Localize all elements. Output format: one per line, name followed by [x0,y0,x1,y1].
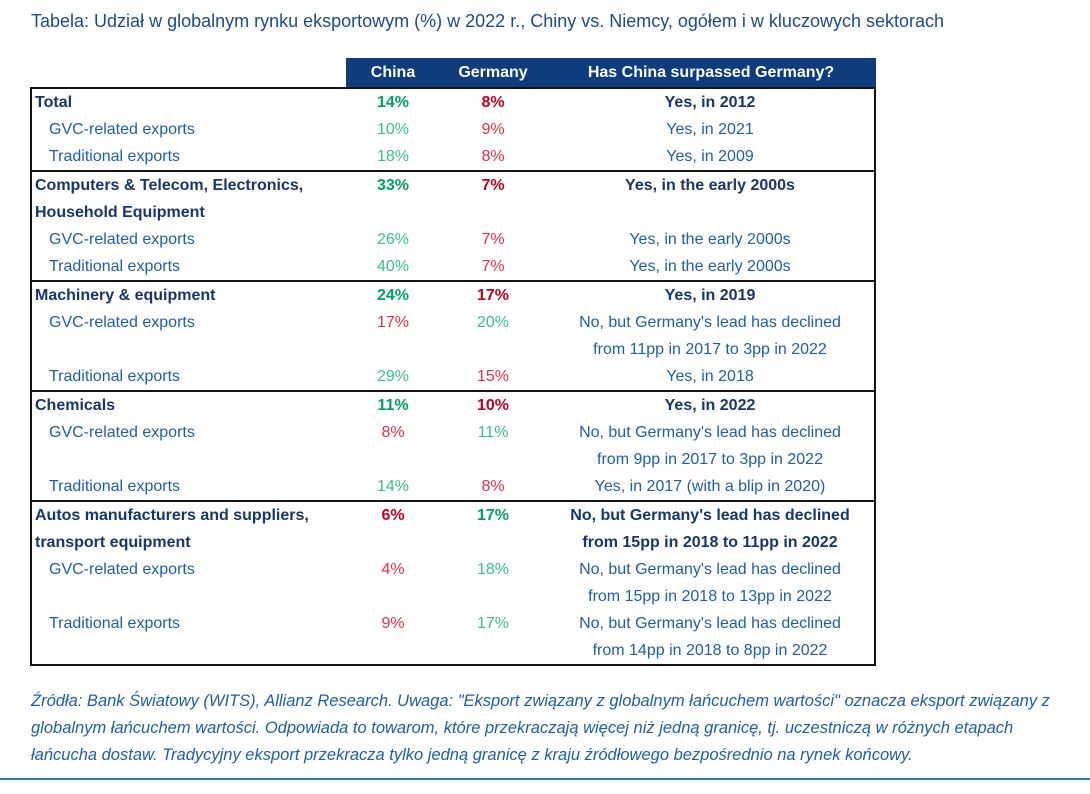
table-row: GVC-related exports 26% 7% Yes, in the e… [32,226,874,253]
table-row: GVC-related exports 8% 11% No, but Germa… [32,419,874,473]
germany-value: 17% [476,287,510,304]
germany-value: 18% [476,561,510,578]
china-value: 6% [381,507,405,524]
china-value: 29% [376,368,410,385]
row-comment: No, but Germany's lead has declined from… [579,561,841,605]
table-row: Traditional exports 40% 7% Yes, in the e… [32,253,874,280]
china-value: 10% [376,121,410,138]
table-row: GVC-related exports 4% 18% No, but Germa… [32,556,874,610]
header-cell-question: Has China surpassed Germany? [546,58,876,87]
germany-value: 7% [481,258,505,275]
germany-value: 17% [476,615,510,632]
table-row: Traditional exports 18% 8% Yes, in 2009 [32,143,874,170]
table-row: Traditional exports 9% 17% No, but Germa… [32,610,874,664]
germany-value: 17% [476,507,510,524]
table-row: GVC-related exports 10% 9% Yes, in 2021 [32,116,874,143]
bottom-rule [0,778,1090,780]
row-comment: Yes, in 2021 [666,121,754,138]
page-title: Tabela: Udział w globalnym rynku eksport… [31,11,944,31]
china-value: 9% [381,615,405,632]
germany-value: 8% [481,478,505,495]
row-comment: Yes, in the early 2000s [629,231,791,248]
row-label: Traditional exports [49,368,181,385]
row-label: Machinery & equipment [35,287,216,304]
table-row: Total 14% 8% Yes, in 2012 [32,89,874,116]
row-comment: Yes, in the early 2000s [629,258,791,275]
row-label: Chemicals [35,397,116,414]
china-value: 8% [381,424,405,441]
row-comment: No, but Germany's lead has declined from… [579,424,841,468]
china-value: 11% [377,397,409,414]
row-comment: Yes, in 2009 [666,148,754,165]
row-label: GVC-related exports [49,314,195,331]
china-value: 14% [376,94,410,111]
table-block-chemicals: Chemicals 11% 10% Yes, in 2022 GVC-relat… [32,392,874,502]
row-label: Total [35,94,73,111]
row-comment: Yes, in 2017 (with a blip in 2020) [594,478,826,495]
china-value: 17% [376,314,410,331]
export-share-table: China Germany Has China surpassed German… [30,58,876,666]
row-label: GVC-related exports [49,561,195,578]
header-cell-china: China [346,58,440,87]
table-block-total: Total 14% 8% Yes, in 2012 GVC-related ex… [32,89,874,172]
row-label: Traditional exports [49,258,181,275]
china-value: 18% [376,148,410,165]
table-body: Total 14% 8% Yes, in 2012 GVC-related ex… [30,87,876,666]
row-comment: No, but Germany's lead has declined from… [570,507,850,551]
row-label: Computers & Telecom, Electronics, Househ… [35,177,304,221]
china-value: 26% [376,231,410,248]
row-comment: Yes, in the early 2000s [625,177,795,194]
row-comment: Yes, in 2022 [664,397,756,414]
row-label: Autos manufacturers and suppliers, trans… [35,507,309,551]
source-note: Źródła: Bank Światowy (WITS), Allianz Re… [31,692,1050,764]
row-comment: Yes, in 2019 [664,287,756,304]
germany-value: 7% [481,177,505,194]
table-row: Computers & Telecom, Electronics, Househ… [32,172,874,226]
row-comment: No, but Germany's lead has declined from… [579,314,841,358]
china-value: 24% [376,287,410,304]
table-block-autos: Autos manufacturers and suppliers, trans… [32,502,874,664]
row-comment: Yes, in 2012 [664,94,756,111]
row-label: GVC-related exports [49,121,195,138]
row-label: GVC-related exports [49,424,195,441]
row-label: Traditional exports [49,478,181,495]
germany-value: 20% [476,314,510,331]
germany-value: 15% [476,368,510,385]
china-value: 33% [376,177,410,194]
table-block-machinery: Machinery & equipment 24% 17% Yes, in 20… [32,282,874,392]
china-value: 14% [376,478,410,495]
germany-value: 7% [481,231,505,248]
row-label: Traditional exports [49,148,181,165]
row-label: GVC-related exports [49,231,195,248]
table-row: Traditional exports 14% 8% Yes, in 2017 … [32,473,874,500]
germany-value: 9% [481,121,505,138]
row-label: Traditional exports [49,615,181,632]
table-row: Autos manufacturers and suppliers, trans… [32,502,874,556]
china-value: 40% [376,258,410,275]
table-block-computers: Computers & Telecom, Electronics, Househ… [32,172,874,282]
row-comment: Yes, in 2018 [666,368,754,385]
table-row: Machinery & equipment 24% 17% Yes, in 20… [32,282,874,309]
germany-value: 8% [481,94,505,111]
table-row: GVC-related exports 17% 20% No, but Germ… [32,309,874,363]
table-row: Traditional exports 29% 15% Yes, in 2018 [32,363,874,390]
header-cell-germany: Germany [440,58,546,87]
table-header-row: China Germany Has China surpassed German… [30,58,876,87]
header-cell-empty [30,58,346,87]
china-value: 4% [381,561,405,578]
row-comment: No, but Germany's lead has declined from… [579,615,841,659]
germany-value: 11% [477,424,509,441]
table-row: Chemicals 11% 10% Yes, in 2022 [32,392,874,419]
germany-value: 8% [481,148,505,165]
germany-value: 10% [476,397,510,414]
